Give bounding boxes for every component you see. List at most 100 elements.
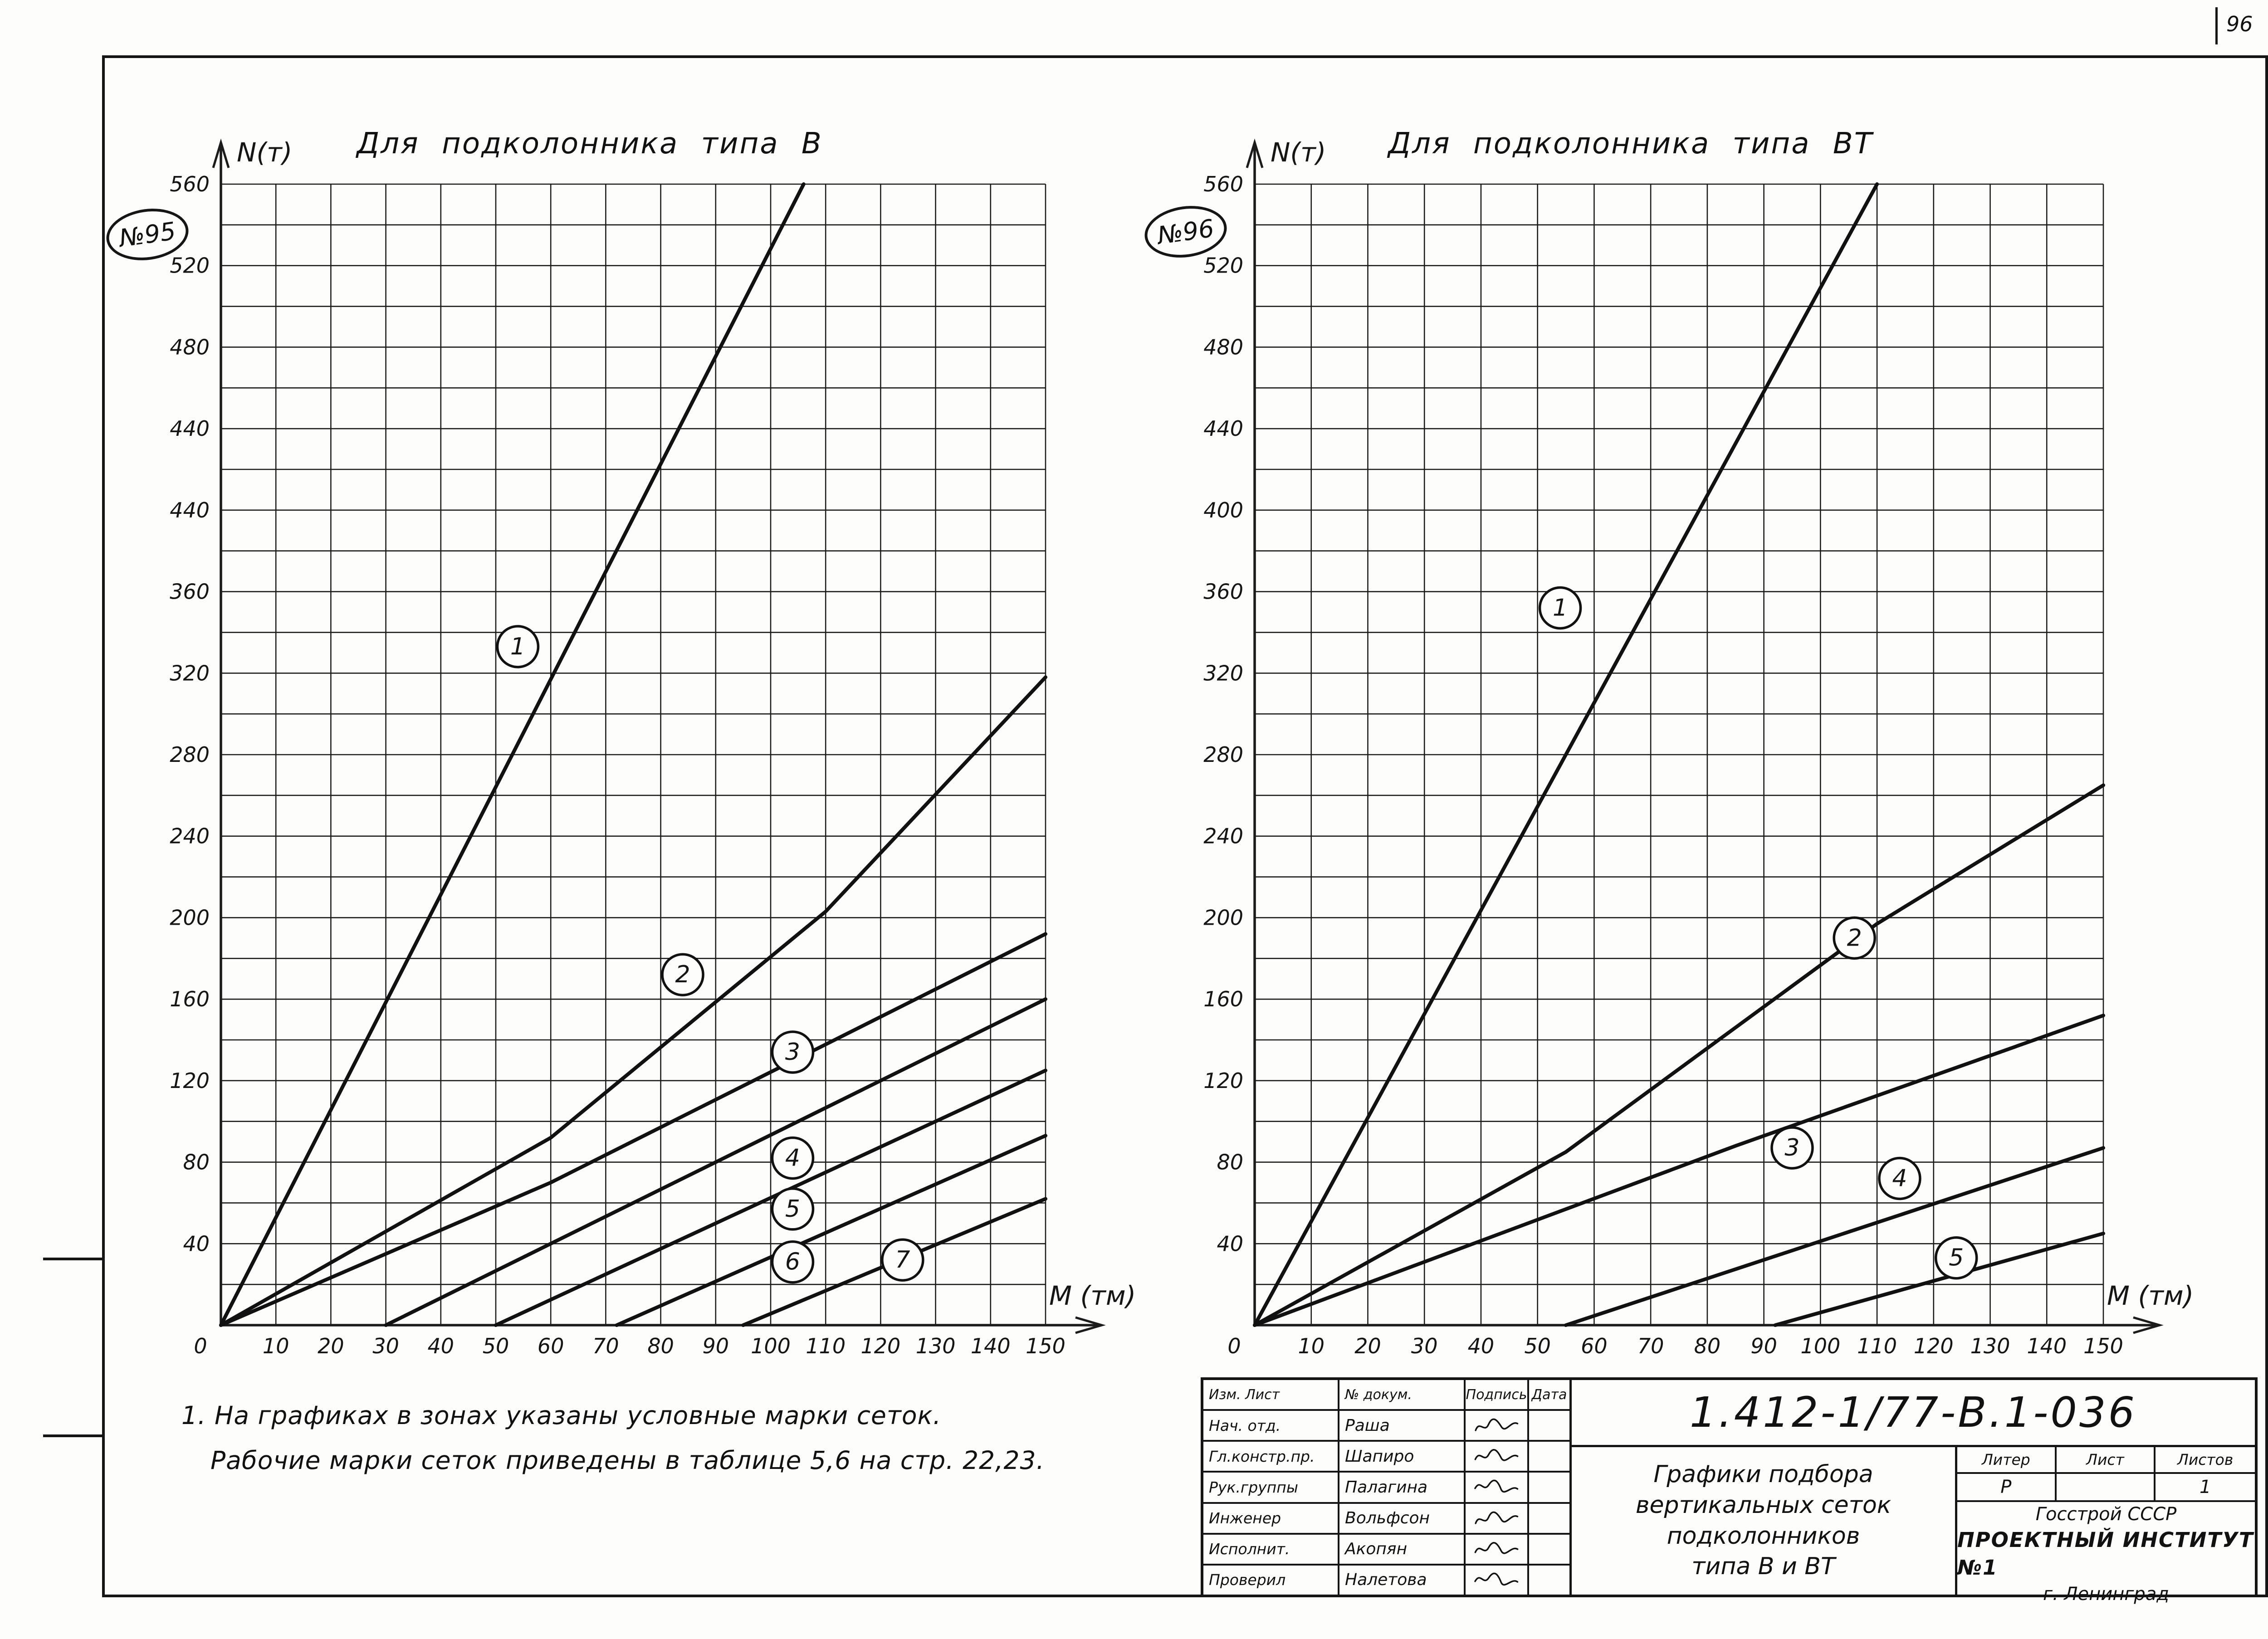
y-tick-label: 360 bbox=[1203, 580, 1243, 604]
approval-name: Палагина bbox=[1339, 1473, 1466, 1502]
chart-title-type-vt: Для подколонника типа ВТ bbox=[1388, 127, 1873, 161]
y-tick-label: 120 bbox=[1203, 1068, 1243, 1093]
approval-row: Исполнит. Акопян bbox=[1203, 1534, 1569, 1566]
x-axis-title: M (тм) bbox=[2107, 1280, 2194, 1311]
approval-name: Акопян bbox=[1339, 1534, 1466, 1564]
doc-title-line: подколонников bbox=[1667, 1522, 1860, 1550]
y-tick-label: 440 bbox=[1203, 416, 1243, 441]
y-tick-label: 480 bbox=[1203, 335, 1243, 359]
x-tick-label: 0 bbox=[1227, 1334, 1241, 1358]
y-tick-label: 40 bbox=[183, 1231, 210, 1256]
x-tick-label: 110 bbox=[806, 1334, 846, 1358]
approval-row: Инженер Вольфсон bbox=[1203, 1503, 1569, 1535]
y-tick-label: 520 bbox=[1203, 254, 1243, 278]
approval-row: Рук.группы Палагина bbox=[1203, 1473, 1569, 1504]
x-tick-label: 80 bbox=[647, 1334, 674, 1358]
listov-value: 1 bbox=[2199, 1477, 2211, 1498]
page-number: 96 bbox=[2226, 12, 2253, 36]
y-tick-label: 320 bbox=[170, 661, 210, 685]
y-tick-label: 480 bbox=[170, 335, 210, 359]
approval-name: Налетова bbox=[1339, 1565, 1466, 1595]
chart-canvas: 0 10 20 30 40 50 60 70 80 90 100 110 120 130 140 150 40 8… bbox=[170, 137, 1136, 1358]
signature-scribble bbox=[1474, 1480, 1519, 1493]
x-tick-label: 60 bbox=[538, 1334, 564, 1358]
chart-podkolonnik-v: 0 10 20 30 40 50 60 70 80 90 100 110 120 130 140 150 40 8… bbox=[109, 113, 1188, 1410]
series-label-badge bbox=[496, 625, 540, 668]
liter-header: Литер bbox=[1957, 1447, 2057, 1472]
date-cell bbox=[1529, 1535, 1569, 1564]
chart-podkolonnik-vt: 0 10 20 30 40 50 60 70 80 90 100 110 120 130 140 150 40 8… bbox=[1148, 113, 2209, 1410]
series-line-2 bbox=[219, 675, 1047, 1327]
series-label-badge bbox=[1770, 1126, 1814, 1170]
series-label-badge bbox=[1833, 916, 1876, 960]
col-header-podpis: Подпись bbox=[1466, 1380, 1529, 1410]
x-tick-label: 10 bbox=[1298, 1334, 1325, 1358]
list-value bbox=[2057, 1474, 2156, 1500]
series-label: 4 bbox=[785, 1145, 800, 1172]
approval-name: Раша bbox=[1339, 1411, 1466, 1440]
signature-cell bbox=[1466, 1442, 1529, 1471]
y-tick-label: 240 bbox=[1203, 824, 1243, 849]
y-tick-label: 560 bbox=[170, 172, 210, 196]
approval-row: Нач. отд. Раша bbox=[1203, 1411, 1569, 1442]
signature-scribble bbox=[1475, 1511, 1519, 1524]
x-tick-label: 150 bbox=[1026, 1334, 1066, 1358]
liter-values-row: Р 1 bbox=[1957, 1474, 2255, 1502]
y-axis-title: N(т) bbox=[237, 137, 292, 168]
approval-role: Инженер bbox=[1203, 1503, 1339, 1533]
x-tick-label: 20 bbox=[1354, 1334, 1381, 1358]
x-tick-label: 70 bbox=[1637, 1334, 1664, 1358]
org-block: Госстрой СССР ПРОЕКТНЫЙ ИНСТИТУТ №1 г. Л… bbox=[1957, 1502, 2255, 1606]
y-tick-label: 440 bbox=[170, 498, 210, 522]
y-tick-label: 160 bbox=[170, 987, 210, 1011]
series-label-badge bbox=[661, 953, 704, 996]
x-tick-label: 90 bbox=[1750, 1334, 1777, 1358]
series-line-3 bbox=[1253, 1014, 2105, 1327]
col-header-data: Дата bbox=[1531, 1386, 1567, 1403]
signature-cell bbox=[1466, 1411, 1529, 1440]
doc-title-line: Графики подбора bbox=[1653, 1461, 1873, 1488]
x-tick-label: 120 bbox=[860, 1334, 900, 1358]
x-tick-label: 140 bbox=[2027, 1334, 2067, 1358]
x-tick-label: 130 bbox=[1970, 1334, 2010, 1358]
approval-role: Проверил bbox=[1203, 1565, 1339, 1595]
x-tick-label: 30 bbox=[1411, 1334, 1438, 1358]
x-axis-title: M (тм) bbox=[1049, 1280, 1136, 1311]
x-tick-label: 140 bbox=[971, 1334, 1011, 1358]
series-line-4 bbox=[384, 997, 1047, 1327]
y-tick-label: 240 bbox=[170, 824, 210, 849]
org-line: г. Ленинград bbox=[2043, 1583, 2169, 1605]
signature-cell bbox=[1466, 1503, 1529, 1533]
series-line-1 bbox=[1253, 182, 1879, 1327]
y-tick-label: 280 bbox=[170, 742, 210, 767]
x-tick-label: 0 bbox=[194, 1334, 207, 1358]
x-tick-label: 60 bbox=[1581, 1334, 1608, 1358]
approval-role: Рук.группы bbox=[1203, 1473, 1339, 1502]
doc-number: 1.412-1/77-В.1-036 bbox=[1572, 1380, 2255, 1447]
x-tick-label: 90 bbox=[703, 1334, 729, 1358]
x-tick-label: 110 bbox=[1857, 1334, 1897, 1358]
x-tick-label: 100 bbox=[751, 1334, 791, 1358]
signature-cell bbox=[1466, 1565, 1529, 1595]
y-tick-label: 560 bbox=[1203, 172, 1243, 196]
series-label: 3 bbox=[785, 1039, 800, 1066]
signature-scribble bbox=[1474, 1449, 1519, 1462]
approval-row: Проверил Налетова bbox=[1203, 1565, 1569, 1595]
x-tick-label: 40 bbox=[1468, 1334, 1495, 1358]
liter-org-column: Литер Лист Листов Р 1 Госстрой СССР ПРОЕ… bbox=[1957, 1447, 2255, 1605]
signature-cell bbox=[1466, 1534, 1529, 1564]
x-tick-label: 80 bbox=[1694, 1334, 1721, 1358]
corner-mark bbox=[2215, 7, 2218, 44]
y-axis-arrow bbox=[212, 138, 230, 168]
approval-role: Нач. отд. bbox=[1203, 1411, 1339, 1440]
y-tick-label: 200 bbox=[1203, 905, 1243, 930]
series-label: 2 bbox=[1847, 924, 1862, 951]
approval-name: Шапиро bbox=[1339, 1442, 1466, 1471]
y-tick-label: 320 bbox=[1203, 661, 1243, 685]
signature-scribble bbox=[1475, 1418, 1519, 1431]
binding-mark bbox=[43, 1434, 103, 1437]
y-tick-label: 160 bbox=[1203, 987, 1243, 1011]
title-block-right: 1.412-1/77-В.1-036 Графики подбора верти… bbox=[1572, 1380, 2255, 1605]
org-line: Госстрой СССР bbox=[2035, 1504, 2177, 1525]
approval-header-row: Изм. Лист № докум. Подпись Дата bbox=[1203, 1380, 1569, 1411]
